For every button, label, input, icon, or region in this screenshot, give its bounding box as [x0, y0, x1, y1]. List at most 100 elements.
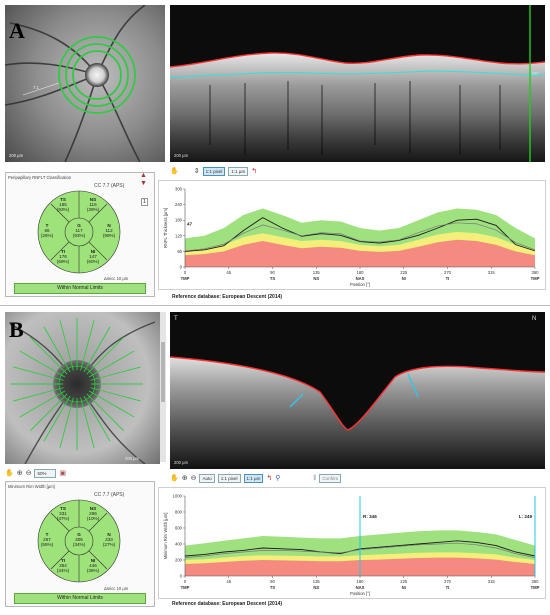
zoom-out-icon[interactable]: ⊖: [190, 474, 197, 482]
down-arrow-icon[interactable]: ▼: [140, 180, 147, 187]
sector-ts-a: TS 165 (93%): [56, 197, 70, 213]
mrw-profile-chart: 1000 800 600 400 200 0 0 45 90 135 180 225 270 315 360…: [158, 487, 546, 599]
zoom-out-icon[interactable]: ⊖: [25, 469, 32, 477]
marker-label-left: R: 346: [363, 514, 377, 519]
scan-spoke: [86, 393, 124, 431]
x-tick-label: 45: [226, 270, 231, 275]
fundus-image-a[interactable]: 7.1 200 µm: [5, 5, 165, 162]
region-label: TMP: [531, 585, 540, 590]
x-tick-label: 315: [488, 270, 496, 275]
x-tick-label: 90: [270, 270, 275, 275]
reference-database-b: Reference database: European Descent (20…: [172, 601, 283, 607]
fundus-toolbar-b: ✋ ⊕ ⊖ 50% ▣: [5, 467, 66, 479]
oct-scan-b[interactable]: T N 200 µm: [170, 312, 545, 469]
y-axis-label: Minimum Rim Width [µm]: [163, 513, 168, 560]
oct-left-label-b: T: [174, 316, 178, 322]
outside-normal-band: [185, 239, 535, 267]
zoom-in-icon[interactable]: ⊕: [16, 469, 23, 477]
classification-title-b: Minimum Rim Width [µm]: [8, 484, 55, 489]
micron-scale-button[interactable]: 1:1 µm: [243, 473, 264, 483]
y-axis-label: RNFL Thickness [µm]: [163, 208, 168, 248]
sector-ni-a: NI 147 (60%): [86, 249, 100, 265]
sector-ti-b: TI 364 (34%): [56, 558, 70, 574]
sector-ts-b: TS 331 (47%): [56, 506, 70, 522]
region-label: TMP: [531, 276, 540, 281]
region-label: TMP: [181, 276, 190, 281]
region-label: NI: [402, 276, 406, 281]
oct-toolbar-a: ✋ ⇕ 1:1 pixel 1:1 µm ↰: [170, 165, 257, 177]
scan-spoke: [80, 320, 95, 371]
zoom-in-icon[interactable]: ⊕: [181, 474, 188, 482]
region-label: NAS: [356, 585, 365, 590]
fundus-scale-b: 200 µm: [125, 456, 140, 461]
micron-scale-button[interactable]: 1:1 µm: [228, 166, 249, 176]
fundus-scrollbar-b[interactable]: [160, 312, 166, 462]
scan-spoke: [88, 350, 135, 378]
series-line: [184, 222, 536, 252]
scan-spoke: [43, 395, 71, 442]
up-arrow-icon[interactable]: ▲: [140, 172, 147, 179]
x-tick-label: 0: [184, 579, 187, 584]
scan-spoke: [88, 390, 135, 418]
hand-tool-icon[interactable]: ✋: [170, 474, 179, 482]
scan-spoke: [30, 337, 68, 375]
hand-tool-icon[interactable]: ✋: [170, 167, 179, 175]
x-tick-label: 315: [488, 579, 496, 584]
oct-toolbar-b: ✋ ⊕ ⊖ Auto 1:1 pixel 1:1 µm ↰ ⚲ ⫴ Confir…: [170, 472, 342, 484]
region-label: NI: [402, 585, 406, 590]
oct-scale-a: 200 µm: [174, 153, 189, 158]
x-tick-label: 135: [313, 270, 321, 275]
oct-graphic-b: [170, 356, 545, 469]
fit-view-icon[interactable]: ⇕: [193, 167, 200, 175]
fundus-graphic-a: [5, 5, 165, 162]
region-label: TI: [446, 585, 450, 590]
annotate-icon[interactable]: ↰: [251, 167, 258, 175]
scan-spoke: [59, 320, 74, 371]
pixel-scale-button[interactable]: 1:1 pixel: [202, 166, 226, 176]
y-marker-label: 47: [187, 221, 193, 226]
panel-letter-b: B: [9, 317, 24, 342]
auto-select[interactable]: Auto: [199, 473, 215, 483]
image-settings-icon[interactable]: ▣: [59, 469, 67, 477]
region-label: TS: [270, 585, 276, 590]
mrw-chart-svg: 1000 800 600 400 200 00 45 90 135 180 225 270 315 360…: [163, 494, 540, 597]
scrollbar-thumb-b[interactable]: [161, 342, 165, 402]
segment-icon[interactable]: ⫴: [313, 474, 317, 482]
series-line: [184, 217, 536, 252]
classification-cc-a: CC 7.7 (APS): [94, 183, 125, 189]
status-badge-b: Within Normal Limits: [14, 593, 146, 604]
confirm-button[interactable]: Confirm: [319, 473, 342, 483]
scan-spoke: [19, 390, 66, 418]
sector-ni-b: NI 446 (36%): [86, 558, 100, 574]
x-tick-label: 360: [532, 270, 540, 275]
oct-scan-a[interactable]: 200 µm RIF: [170, 5, 545, 162]
classification-cc-b: CC 7.7 (APS): [94, 492, 125, 498]
status-badge-a: Within Normal Limits: [14, 283, 146, 294]
scan-spoke: [83, 326, 111, 373]
region-label: TMP: [181, 585, 190, 590]
scan-spoke: [59, 397, 74, 448]
x-axis-label: Position [°]: [350, 591, 370, 596]
y-tick-label: 180: [175, 218, 183, 223]
x-tick-label: 135: [313, 579, 321, 584]
panel-a: 7.1 200 µm A: [0, 0, 550, 305]
y-tick-label: 120: [175, 233, 183, 238]
pixel-scale-button[interactable]: 1:1 pixel: [217, 473, 241, 483]
sector-t-a: T 66 (26%): [40, 223, 54, 239]
classification-title-a: Peripapillary RNFLT Classification: [8, 175, 72, 180]
fundus-image-b[interactable]: 200 µm: [5, 312, 160, 464]
scan-spoke: [90, 387, 141, 402]
side-controls-a: ▲ ▼ 1: [138, 172, 150, 212]
x-tick-label: 90: [270, 579, 275, 584]
scale-note-b: Δmicc 10 µm: [104, 586, 129, 591]
y-tick-label: 200: [175, 558, 183, 563]
hand-tool-icon[interactable]: ✋: [5, 469, 14, 477]
zoom-select[interactable]: 50%: [34, 468, 57, 478]
fundus-graphic-b: [5, 312, 160, 464]
annotate-icon[interactable]: ↰: [266, 474, 273, 482]
x-tick-label: 225: [400, 579, 408, 584]
y-tick-label: 800: [175, 510, 183, 515]
x-tick-label: 180: [357, 270, 365, 275]
marker-icon[interactable]: ⚲: [275, 474, 281, 482]
panel-letter-a: A: [9, 18, 25, 43]
